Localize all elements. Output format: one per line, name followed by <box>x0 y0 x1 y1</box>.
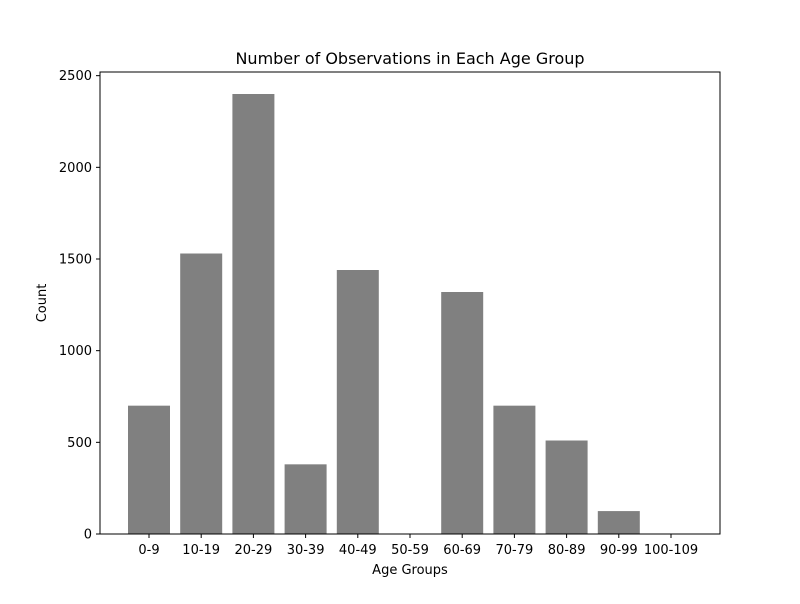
plot-frame <box>99 71 721 535</box>
y-axis-ticks: 0 500 1000 1500 2000 2500 <box>59 69 100 543</box>
x-axis-ticks: 0-9 10-19 20-29 30-39 40-49 50-59 60-69 70-79 80… <box>138 534 698 558</box>
y-tick-label: 1500 <box>59 253 92 268</box>
bar-30-39 <box>284 464 327 534</box>
x-tick-label: 40-49 <box>339 543 377 558</box>
bar-0-9 <box>128 405 170 534</box>
bars-group <box>128 94 640 534</box>
y-tick-label: 1000 <box>59 344 92 359</box>
x-tick-label: 50-59 <box>391 543 429 558</box>
y-axis-label: Count <box>35 284 50 323</box>
y-tick-label: 2000 <box>59 161 92 176</box>
x-tick-label: 100-109 <box>644 543 698 558</box>
x-tick-label: 0-9 <box>138 543 159 558</box>
y-tick-label: 2500 <box>59 69 92 84</box>
x-tick-label: 70-79 <box>496 543 534 558</box>
bar-70-79 <box>493 405 536 534</box>
bar-60-69 <box>441 292 484 534</box>
bar-40-49 <box>336 270 379 534</box>
bar-90-99 <box>597 511 640 534</box>
x-axis-label: Age Groups <box>372 563 448 578</box>
y-tick-label: 0 <box>84 528 92 543</box>
x-tick-label: 80-89 <box>548 543 586 558</box>
x-tick-label: 20-29 <box>235 543 273 558</box>
x-tick-label: 90-99 <box>600 543 638 558</box>
x-tick-label: 30-39 <box>287 543 325 558</box>
bar-10-19 <box>180 253 223 534</box>
y-tick-label: 500 <box>67 436 92 451</box>
bar-80-89 <box>545 440 588 534</box>
x-tick-label: 10-19 <box>182 543 220 558</box>
x-tick-label: 60-69 <box>443 543 481 558</box>
chart-title: Number of Observations in Each Age Group <box>235 49 584 68</box>
bar-20-29 <box>232 94 275 534</box>
